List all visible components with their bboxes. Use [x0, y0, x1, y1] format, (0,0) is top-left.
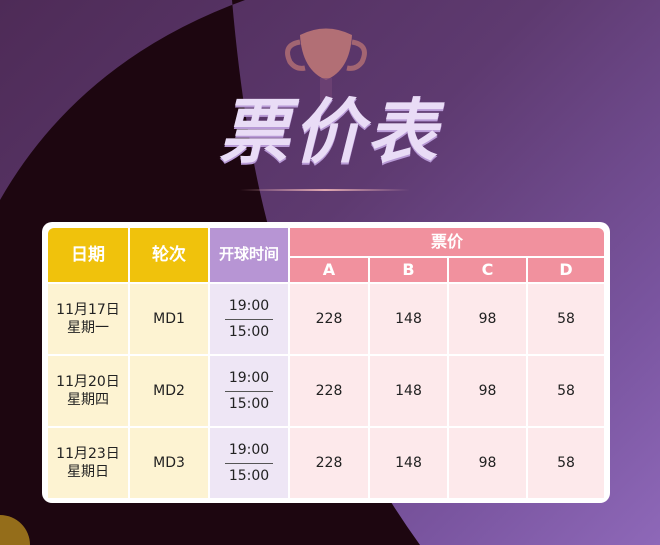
price-cell-c: 98: [449, 428, 526, 498]
time-cell: 19:00 15:00: [210, 428, 288, 498]
round-cell: MD2: [130, 356, 208, 426]
time-primary: 19:00: [224, 441, 274, 464]
price-cell-a: 228: [290, 284, 368, 354]
date-cell: 11月17日 星期一: [48, 284, 128, 354]
date-cell: 11月20日 星期四: [48, 356, 128, 426]
page-title: 票价表: [219, 91, 441, 173]
price-cell-c: 98: [449, 284, 526, 354]
time-secondary: 15:00: [228, 467, 270, 484]
weekday-text: 星期四: [67, 392, 109, 408]
date-text: 11月20日: [56, 373, 120, 390]
corner-glow: [0, 515, 30, 545]
date-text: 11月23日: [56, 445, 120, 462]
price-cell-b: 148: [370, 428, 447, 498]
header-tier-a: A: [290, 258, 368, 282]
date-cell: 11月23日 星期日: [48, 428, 128, 498]
round-cell: MD1: [130, 284, 208, 354]
time-cell: 19:00 15:00: [210, 284, 288, 354]
header-price: 票价: [290, 228, 604, 256]
price-cell-d: 58: [528, 428, 604, 498]
trophy-icon: [285, 28, 367, 102]
price-cell-a: 228: [290, 356, 368, 426]
header-date: 日期: [48, 228, 128, 282]
date-text: 11月17日: [56, 301, 120, 318]
header-tier-c: C: [449, 258, 526, 282]
price-cell-a: 228: [290, 428, 368, 498]
price-cell-b: 148: [370, 356, 447, 426]
weekday-text: 星期日: [67, 464, 109, 480]
header-tier-b: B: [370, 258, 447, 282]
time-secondary: 15:00: [228, 395, 270, 412]
title-divider: [240, 189, 410, 191]
header-round: 轮次: [130, 228, 208, 282]
price-cell-c: 98: [449, 356, 526, 426]
header-tier-d: D: [528, 258, 604, 282]
time-primary: 19:00: [224, 369, 274, 392]
header-time: 开球时间: [210, 228, 288, 282]
price-cell-d: 58: [528, 356, 604, 426]
price-cell-b: 148: [370, 284, 447, 354]
weekday-text: 星期一: [67, 320, 109, 336]
time-cell: 19:00 15:00: [210, 356, 288, 426]
time-secondary: 15:00: [228, 323, 270, 340]
time-primary: 19:00: [224, 297, 274, 320]
price-cell-d: 58: [528, 284, 604, 354]
round-cell: MD3: [130, 428, 208, 498]
